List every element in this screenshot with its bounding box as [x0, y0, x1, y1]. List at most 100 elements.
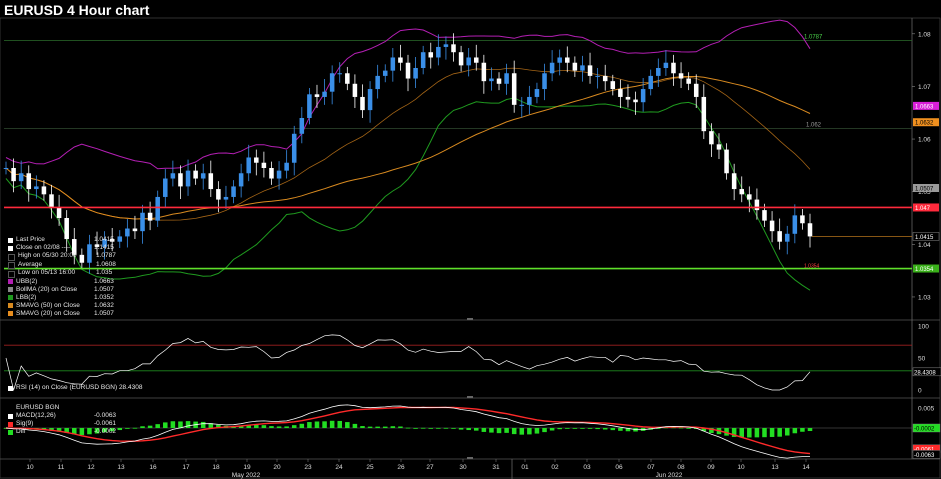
macd-legend-row: Sig(9) -0.0061 [8, 420, 124, 428]
macd-diff-bar [413, 428, 418, 429]
macd-diff-bar [337, 420, 343, 428]
macd-diff-bar [496, 428, 502, 434]
month-label-jun: Jun 2022 [656, 472, 683, 479]
candle [784, 225, 790, 255]
candle-body [731, 173, 737, 190]
candle-body [473, 57, 479, 63]
candle [49, 184, 54, 219]
candle-body [94, 244, 100, 247]
candle-body [200, 173, 206, 179]
price-legend-swatch [8, 270, 15, 278]
macd-diff-bar [238, 425, 244, 428]
candle-body [109, 239, 115, 242]
candle-body [125, 228, 130, 237]
candle-body [549, 62, 555, 74]
candle [147, 201, 153, 231]
candle-body [117, 236, 123, 242]
candle [246, 144, 251, 182]
macd-diff-bar [731, 428, 737, 437]
candle [79, 248, 85, 270]
candle-body [762, 210, 767, 221]
candle [587, 52, 593, 84]
price-legend-row: SMAVG (50) on Close 1.0632 [8, 302, 126, 310]
candle-body [769, 220, 775, 232]
macd-diff-bar [140, 426, 145, 428]
price-badge [912, 232, 940, 241]
month-label-may: May 2022 [232, 472, 261, 479]
candle-body [792, 215, 798, 234]
price-legend-row: LBB(2) 1.0352 [8, 294, 126, 302]
day-label: 13 [771, 464, 779, 471]
candle [405, 54, 411, 92]
price-badge [913, 118, 939, 127]
macd-line [5, 404, 810, 459]
candle [511, 60, 517, 113]
day-label: 30 [459, 464, 467, 471]
candle-body [291, 133, 297, 163]
candle-body [656, 68, 661, 76]
macd-diff-bar [269, 426, 274, 428]
candle-body [299, 118, 305, 134]
candle-body [322, 91, 327, 97]
candle [519, 96, 525, 118]
candle-body [580, 65, 585, 71]
candle [716, 133, 722, 160]
candle-body [405, 62, 411, 79]
candle [557, 49, 562, 76]
candle [322, 79, 327, 105]
macd-diff-bar [542, 428, 547, 433]
candle-body [178, 173, 183, 187]
candle [754, 188, 760, 220]
candle-body [754, 199, 760, 211]
price-badge-label: 1.0663 [915, 104, 934, 110]
candle-body [170, 173, 176, 179]
macd-diff-bar [769, 428, 775, 437]
macd-diff-bar [754, 428, 760, 438]
candle [208, 160, 214, 197]
macd-diff-bar [625, 428, 631, 432]
day-label: 24 [335, 464, 343, 471]
candle [618, 79, 623, 108]
candle [261, 151, 267, 178]
price-legend-value: 1.0787 [96, 252, 116, 259]
price-legend-swatch [8, 237, 13, 243]
candle-body [140, 212, 145, 232]
candle-body [216, 189, 221, 200]
day-label: 23 [304, 464, 312, 471]
candle [41, 180, 47, 201]
panel-resize-handle-0 [467, 318, 473, 320]
macd-diff-bar [178, 421, 183, 428]
rsi-tick-label: 0 [918, 388, 922, 395]
candle [807, 213, 813, 248]
candle-body [587, 65, 593, 76]
candle [542, 63, 547, 101]
candle [56, 194, 62, 226]
candle [420, 45, 426, 75]
candle [185, 159, 191, 196]
price-legend-label: SMAVG (20) on Close [16, 309, 80, 317]
macd-signal-line [5, 406, 811, 455]
price-legend-label: LBB(2) [16, 293, 37, 301]
candle [693, 74, 699, 108]
candle-body [489, 78, 494, 82]
candle [276, 161, 282, 190]
price-tick-label: 1.05 [918, 189, 931, 196]
candle [3, 161, 9, 175]
candle [64, 210, 69, 252]
candle-body [185, 170, 191, 187]
candle-body [132, 228, 138, 232]
candle [125, 219, 130, 248]
candle [800, 209, 805, 230]
macd-badge [912, 450, 941, 459]
price-badge-label: 1.0632 [915, 121, 934, 127]
price-legend-label: Average [18, 260, 43, 268]
candle-body [398, 57, 403, 63]
macd-badge-label: -0.0002 [914, 427, 935, 433]
price-legend-row: High on 05/30 20:00 1.0787 [8, 252, 126, 261]
macd-diff-bar [49, 428, 54, 431]
candle-body [276, 170, 282, 179]
candle-body [375, 75, 380, 90]
price-legend-value: 1.0352 [94, 293, 114, 301]
candle [739, 176, 745, 203]
sma20-line [5, 67, 811, 221]
